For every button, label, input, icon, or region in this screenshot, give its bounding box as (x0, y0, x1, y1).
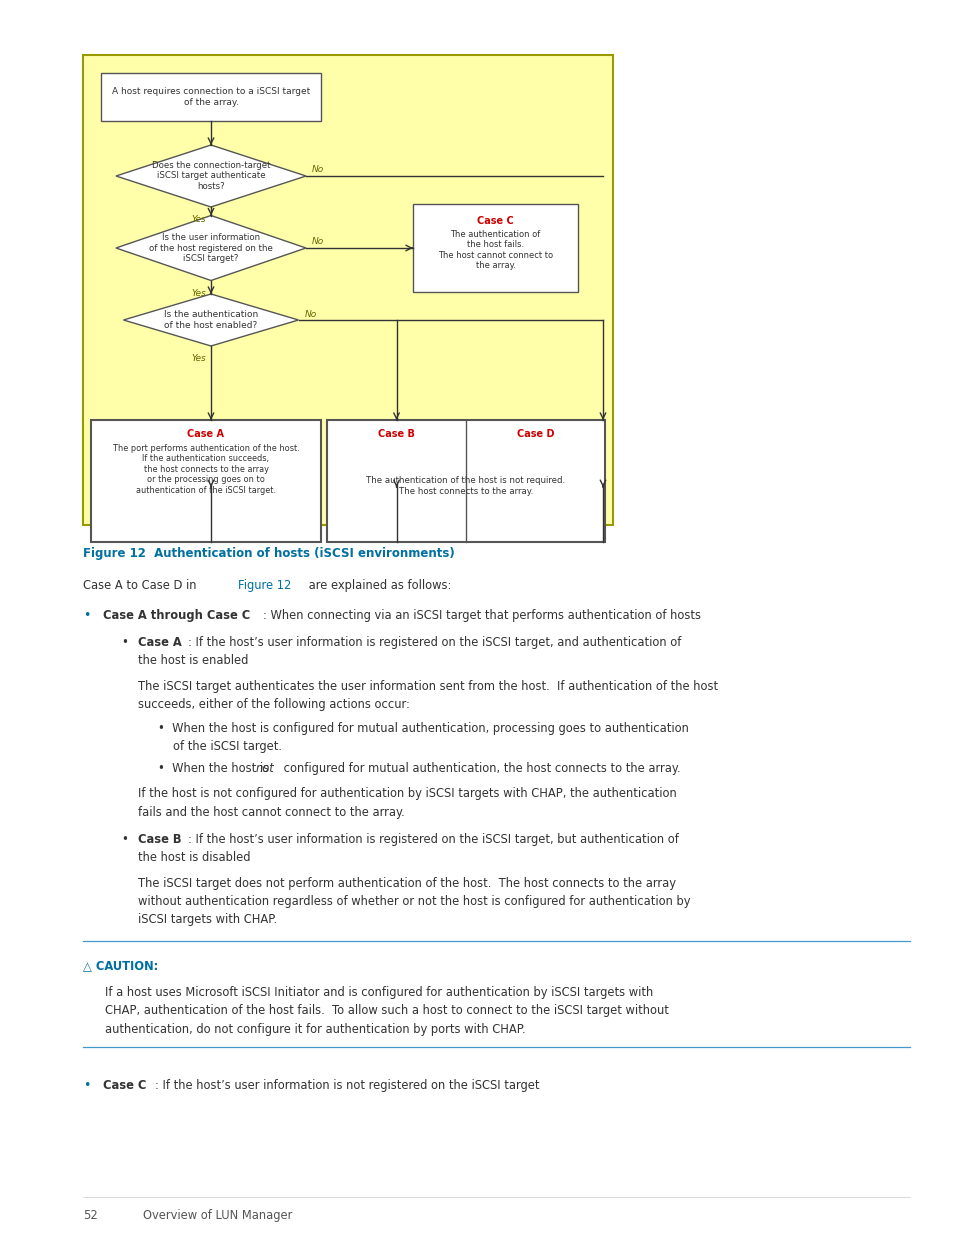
Text: Case A: Case A (138, 636, 182, 650)
Text: Case B: Case B (377, 429, 415, 438)
Text: The authentication of
the host fails.
The host cannot connect to
the array.: The authentication of the host fails. Th… (437, 230, 553, 270)
Text: Figure 12  Authentication of hosts (iSCSI environments): Figure 12 Authentication of hosts (iSCSI… (83, 547, 455, 559)
Text: Case B: Case B (138, 832, 181, 846)
FancyBboxPatch shape (101, 73, 320, 121)
Text: Case D: Case D (517, 429, 554, 438)
Text: : If the host’s user information is not registered on the iSCSI target: : If the host’s user information is not … (154, 1078, 539, 1092)
Text: △ CAUTION:: △ CAUTION: (83, 958, 158, 972)
Text: Yes: Yes (192, 289, 206, 298)
Polygon shape (116, 144, 306, 207)
Polygon shape (116, 215, 306, 280)
Text: If a host uses Microsoft iSCSI Initiator and is configured for authentication by: If a host uses Microsoft iSCSI Initiator… (105, 987, 653, 999)
FancyBboxPatch shape (327, 420, 604, 542)
Text: fails and the host cannot connect to the array.: fails and the host cannot connect to the… (138, 805, 404, 819)
Text: Case A through Case C: Case A through Case C (103, 609, 250, 622)
Text: the host is disabled: the host is disabled (138, 851, 251, 864)
Text: The authentication of the host is not required.
The host connects to the array.: The authentication of the host is not re… (366, 477, 565, 495)
Text: Case C: Case C (476, 216, 514, 226)
Text: : If the host’s user information is registered on the iSCSI target, but authenti: : If the host’s user information is regi… (188, 832, 679, 846)
Text: the host is enabled: the host is enabled (138, 655, 248, 667)
Text: The iSCSI target authenticates the user information sent from the host.  If auth: The iSCSI target authenticates the user … (138, 680, 718, 693)
Text: iSCSI targets with CHAP.: iSCSI targets with CHAP. (138, 913, 276, 926)
Text: Yes: Yes (192, 354, 206, 363)
Text: •  When the host is: • When the host is (158, 762, 273, 774)
FancyBboxPatch shape (413, 204, 578, 291)
Text: 52: 52 (83, 1209, 97, 1221)
Text: Is the authentication
of the host enabled?: Is the authentication of the host enable… (164, 310, 258, 330)
Text: Case A: Case A (188, 429, 224, 438)
Text: Case A to Case D in: Case A to Case D in (83, 579, 200, 592)
Text: •: • (83, 1078, 91, 1092)
Text: If the host is not configured for authentication by iSCSI targets with CHAP, the: If the host is not configured for authen… (138, 788, 676, 800)
Text: A host requires connection to a iSCSI target
of the array.: A host requires connection to a iSCSI ta… (112, 88, 310, 106)
Text: are explained as follows:: are explained as follows: (305, 579, 451, 592)
Text: Overview of LUN Manager: Overview of LUN Manager (143, 1209, 292, 1221)
Text: authentication, do not configure it for authentication by ports with CHAP.: authentication, do not configure it for … (105, 1023, 525, 1036)
Text: No: No (312, 165, 324, 174)
Text: Figure 12: Figure 12 (237, 579, 291, 592)
Text: •: • (121, 832, 128, 846)
Text: configured for mutual authentication, the host connects to the array.: configured for mutual authentication, th… (280, 762, 679, 774)
Text: Yes: Yes (192, 215, 206, 224)
Text: of the iSCSI target.: of the iSCSI target. (172, 740, 282, 753)
Text: Is the user information
of the host registered on the
iSCSI target?: Is the user information of the host regi… (149, 233, 273, 263)
FancyBboxPatch shape (91, 420, 320, 542)
Text: The iSCSI target does not perform authentication of the host.  The host connects: The iSCSI target does not perform authen… (138, 877, 676, 889)
FancyBboxPatch shape (83, 56, 613, 525)
Text: Case C: Case C (103, 1078, 146, 1092)
Text: No: No (312, 237, 324, 247)
Text: without authentication regardless of whether or not the host is configured for a: without authentication regardless of whe… (138, 894, 690, 908)
Text: •: • (121, 636, 128, 650)
Text: •  When the host is configured for mutual authentication, processing goes to aut: • When the host is configured for mutual… (158, 721, 688, 735)
Text: No: No (304, 310, 316, 319)
Text: not: not (255, 762, 274, 774)
Text: Does the connection-target
iSCSI target authenticate
hosts?: Does the connection-target iSCSI target … (152, 161, 270, 191)
Polygon shape (123, 294, 298, 346)
Text: •: • (83, 609, 91, 622)
Text: : When connecting via an iSCSI target that performs authentication of hosts: : When connecting via an iSCSI target th… (263, 609, 700, 622)
Text: The port performs authentication of the host.
If the authentication succeeds,
th: The port performs authentication of the … (112, 445, 299, 494)
Text: succeeds, either of the following actions occur:: succeeds, either of the following action… (138, 698, 410, 711)
Text: : If the host’s user information is registered on the iSCSI target, and authenti: : If the host’s user information is regi… (188, 636, 680, 650)
Text: CHAP, authentication of the host fails.  To allow such a host to connect to the : CHAP, authentication of the host fails. … (105, 1004, 668, 1018)
